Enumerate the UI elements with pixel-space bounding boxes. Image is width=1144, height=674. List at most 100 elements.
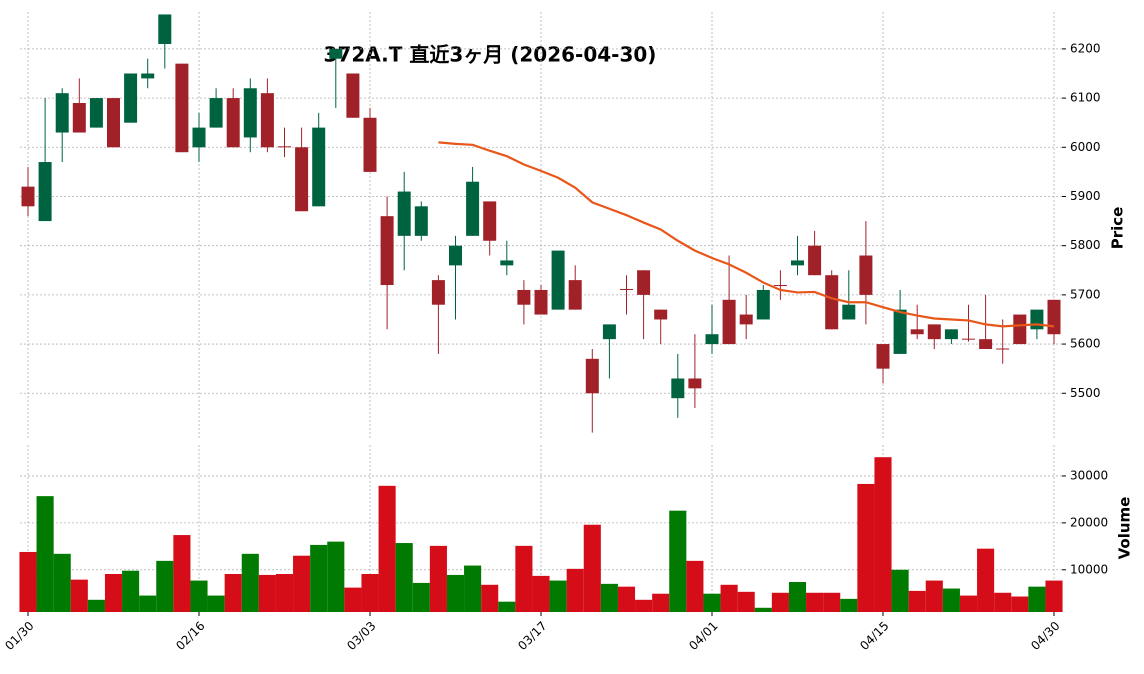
volume-bar — [344, 587, 362, 612]
candle-body — [397, 191, 411, 236]
volume-bar — [173, 535, 191, 612]
volume-bar — [498, 601, 516, 612]
candle-body — [620, 288, 633, 290]
y-axis-label: Volume — [1116, 497, 1134, 560]
candle-body — [825, 275, 839, 330]
candle-body — [996, 348, 1010, 350]
volume-bar — [703, 593, 721, 612]
x-tick-label: 03/03 — [344, 619, 378, 653]
volume-bar — [156, 560, 174, 612]
volume-bar — [36, 496, 54, 612]
volume-bar — [874, 457, 892, 612]
x-tick-label: 04/15 — [857, 619, 891, 653]
candle-body — [551, 250, 565, 310]
candle-body — [55, 93, 69, 133]
y-axis-label: Price — [1109, 207, 1127, 250]
candle-body — [449, 245, 462, 266]
volume-bar — [378, 485, 396, 612]
x-tick-label: 04/01 — [686, 619, 720, 653]
y-tick-label: 10000 — [1070, 562, 1108, 576]
volume-bar — [361, 574, 379, 612]
candle-body — [72, 103, 86, 133]
candle-body — [688, 378, 702, 389]
volume-bar — [70, 579, 88, 612]
volume-bar — [857, 483, 875, 612]
candle-body — [21, 186, 35, 207]
volume-bar — [258, 574, 276, 612]
volume-bar — [891, 569, 909, 612]
candle-body — [209, 98, 223, 128]
candle-body — [158, 14, 172, 44]
y-tick-label: 30000 — [1070, 468, 1108, 482]
candle-body — [808, 245, 822, 276]
volume-bar — [429, 545, 447, 612]
volume-bar — [840, 598, 858, 612]
volume-bar — [1045, 580, 1063, 612]
candle-body — [38, 162, 52, 222]
y-tick-label: 5600 — [1070, 337, 1101, 351]
candle-body — [568, 280, 582, 310]
volume-bar — [464, 565, 482, 612]
volume-bar — [942, 588, 960, 612]
volume-bar — [652, 593, 670, 612]
candle-body — [876, 344, 890, 369]
candle-body — [329, 48, 343, 59]
volume-bar — [87, 599, 105, 612]
candle-body — [260, 93, 274, 148]
chart-title: 372A.T 直近3ヶ月 (2026-04-30) — [324, 43, 657, 67]
candle-body — [124, 73, 138, 123]
volume-bar — [104, 574, 123, 612]
candle-body — [637, 270, 651, 295]
candle-body — [602, 324, 616, 340]
volume-bar — [139, 595, 157, 612]
candle-body — [1030, 309, 1044, 330]
y-tick-label: 5500 — [1070, 386, 1101, 400]
y-tick-label: 5900 — [1070, 189, 1101, 203]
y-tick-label: 6100 — [1070, 91, 1101, 105]
candle-body — [89, 98, 103, 128]
volume-bar — [806, 592, 824, 612]
candle-body — [312, 127, 326, 207]
candle-body — [534, 289, 548, 315]
volume-bar — [566, 568, 584, 612]
volume-bar — [224, 574, 242, 612]
candle-body — [927, 324, 941, 340]
volume-bar — [771, 592, 789, 612]
volume-bar — [994, 592, 1012, 612]
volume-bar — [686, 560, 704, 612]
x-tick-label: 03/17 — [515, 619, 549, 653]
volume-bar — [481, 584, 499, 612]
volume-bar — [908, 590, 926, 612]
y-tick-label: 6200 — [1070, 41, 1101, 55]
volume-bar — [788, 581, 807, 612]
candle-body — [773, 285, 787, 287]
candle-body — [893, 309, 907, 354]
x-tick-label: 01/30 — [2, 619, 36, 653]
candle-body — [1013, 314, 1027, 345]
candle-body — [705, 334, 719, 345]
volume-bar — [53, 553, 71, 612]
volume-bar — [412, 582, 430, 612]
y-tick-label: 6000 — [1070, 140, 1101, 154]
x-tick-label: 04/30 — [1028, 619, 1062, 653]
volume-bar — [635, 599, 653, 612]
moving-average — [438, 141, 1055, 328]
volume-bar — [293, 555, 311, 612]
volume-bar — [275, 574, 294, 612]
candle-body — [756, 289, 770, 320]
volume-bar — [207, 595, 225, 612]
volume-bar — [395, 543, 413, 612]
candle-body — [243, 88, 257, 138]
candle-body — [517, 289, 531, 305]
candle-body — [466, 181, 480, 236]
volume-bar — [600, 583, 618, 612]
volume-bar — [310, 544, 328, 612]
y-tick-label: 5700 — [1070, 287, 1101, 301]
candle-body — [346, 73, 360, 118]
volume-bar — [823, 592, 841, 612]
candle-body — [842, 304, 856, 320]
y-tick-label: 5800 — [1070, 238, 1101, 252]
candle-body — [107, 98, 120, 148]
candle-body — [483, 201, 497, 241]
volume-bar — [669, 510, 687, 612]
